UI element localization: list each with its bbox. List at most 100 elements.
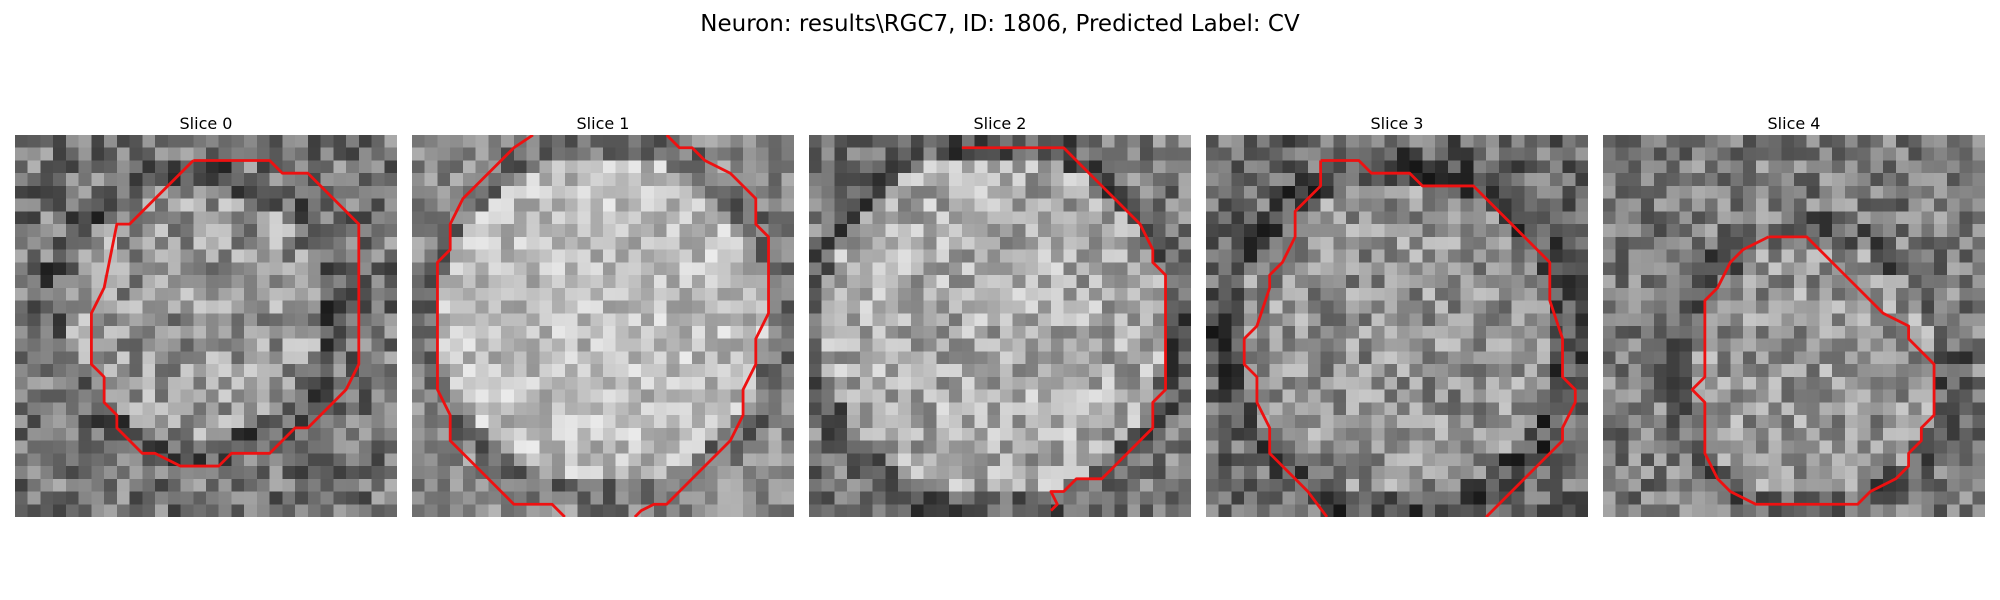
pixel — [1844, 313, 1858, 327]
pixel — [307, 147, 321, 161]
pixel — [653, 160, 667, 174]
pixel — [320, 198, 334, 212]
pixel — [180, 198, 194, 212]
pixel — [1653, 351, 1667, 365]
pixel — [1447, 402, 1461, 416]
pixel — [1012, 504, 1026, 517]
pixel — [704, 364, 718, 378]
pixel — [641, 466, 655, 480]
pixel — [40, 300, 54, 314]
pixel — [809, 185, 822, 199]
pixel — [142, 173, 156, 187]
pixel — [1486, 173, 1500, 187]
pixel — [91, 198, 105, 212]
pixel — [371, 300, 385, 314]
pixel — [1269, 147, 1283, 161]
pixel — [628, 478, 642, 492]
pixel — [206, 453, 219, 467]
pixel — [129, 338, 143, 352]
pixel — [885, 338, 899, 352]
pixel — [1447, 415, 1461, 429]
pixel — [821, 351, 835, 365]
pixel — [371, 338, 385, 352]
pixel — [1256, 236, 1270, 250]
pixel — [768, 236, 782, 250]
pixel — [40, 466, 54, 480]
pixel — [910, 262, 924, 276]
pixel — [513, 504, 527, 517]
pixel — [53, 224, 67, 238]
pixel — [1921, 173, 1935, 187]
pixel — [1679, 364, 1693, 378]
pixel — [437, 198, 451, 212]
pixel — [1679, 224, 1693, 238]
pixel — [256, 389, 270, 403]
pixel — [1012, 236, 1026, 250]
pixel — [1895, 376, 1909, 390]
pixel — [1781, 491, 1795, 505]
pixel — [346, 198, 360, 212]
pixel — [256, 453, 270, 467]
pixel — [743, 415, 757, 429]
pixel — [1460, 185, 1474, 199]
pixel — [1615, 211, 1629, 225]
pixel — [424, 275, 438, 289]
pixel — [450, 453, 464, 467]
pixel — [1524, 364, 1538, 378]
pixel — [1498, 364, 1512, 378]
pixel — [501, 249, 515, 263]
pixel — [1114, 275, 1128, 289]
pixel — [1397, 351, 1410, 365]
pixel — [513, 466, 527, 480]
pixel — [936, 135, 950, 148]
pixel — [961, 466, 975, 480]
pixel — [65, 376, 79, 390]
pixel — [1127, 453, 1141, 467]
pixel — [1269, 198, 1283, 212]
pixel — [91, 427, 105, 441]
pixel — [206, 185, 219, 199]
pixel — [1908, 185, 1922, 199]
pixel — [552, 491, 566, 505]
pixel — [1473, 198, 1487, 212]
pixel — [1498, 504, 1512, 517]
pixel — [961, 275, 975, 289]
pixel — [1934, 135, 1948, 148]
pixel — [256, 491, 270, 505]
pixel — [717, 466, 731, 480]
pixel — [1346, 364, 1360, 378]
pixel — [809, 389, 822, 403]
pixel — [1549, 478, 1563, 492]
pixel — [1114, 389, 1128, 403]
pixel — [1256, 173, 1270, 187]
pixel — [781, 402, 794, 416]
pixel — [450, 478, 464, 492]
pixel — [333, 427, 347, 441]
pixel — [346, 160, 360, 174]
pixel — [1231, 300, 1245, 314]
pixel — [615, 453, 629, 467]
pixel — [755, 491, 769, 505]
pixel — [1959, 389, 1973, 403]
pixel — [1730, 478, 1744, 492]
pixel — [692, 364, 706, 378]
pixel — [91, 249, 105, 263]
pixel — [1768, 313, 1782, 327]
pixel — [412, 198, 425, 212]
pixel — [1152, 478, 1166, 492]
pixel — [142, 236, 156, 250]
pixel — [1679, 147, 1693, 161]
pixel — [53, 262, 67, 276]
pixel — [1460, 376, 1474, 390]
pixel — [809, 211, 822, 225]
pixel — [155, 300, 169, 314]
pixel — [116, 389, 130, 403]
pixel — [1972, 466, 1985, 480]
pixel — [1231, 287, 1245, 301]
pixel — [1959, 326, 1973, 339]
pixel — [1832, 224, 1846, 238]
pixel — [526, 364, 540, 378]
pixel — [1486, 135, 1500, 148]
pixel — [590, 427, 604, 441]
pixel — [1537, 224, 1551, 238]
